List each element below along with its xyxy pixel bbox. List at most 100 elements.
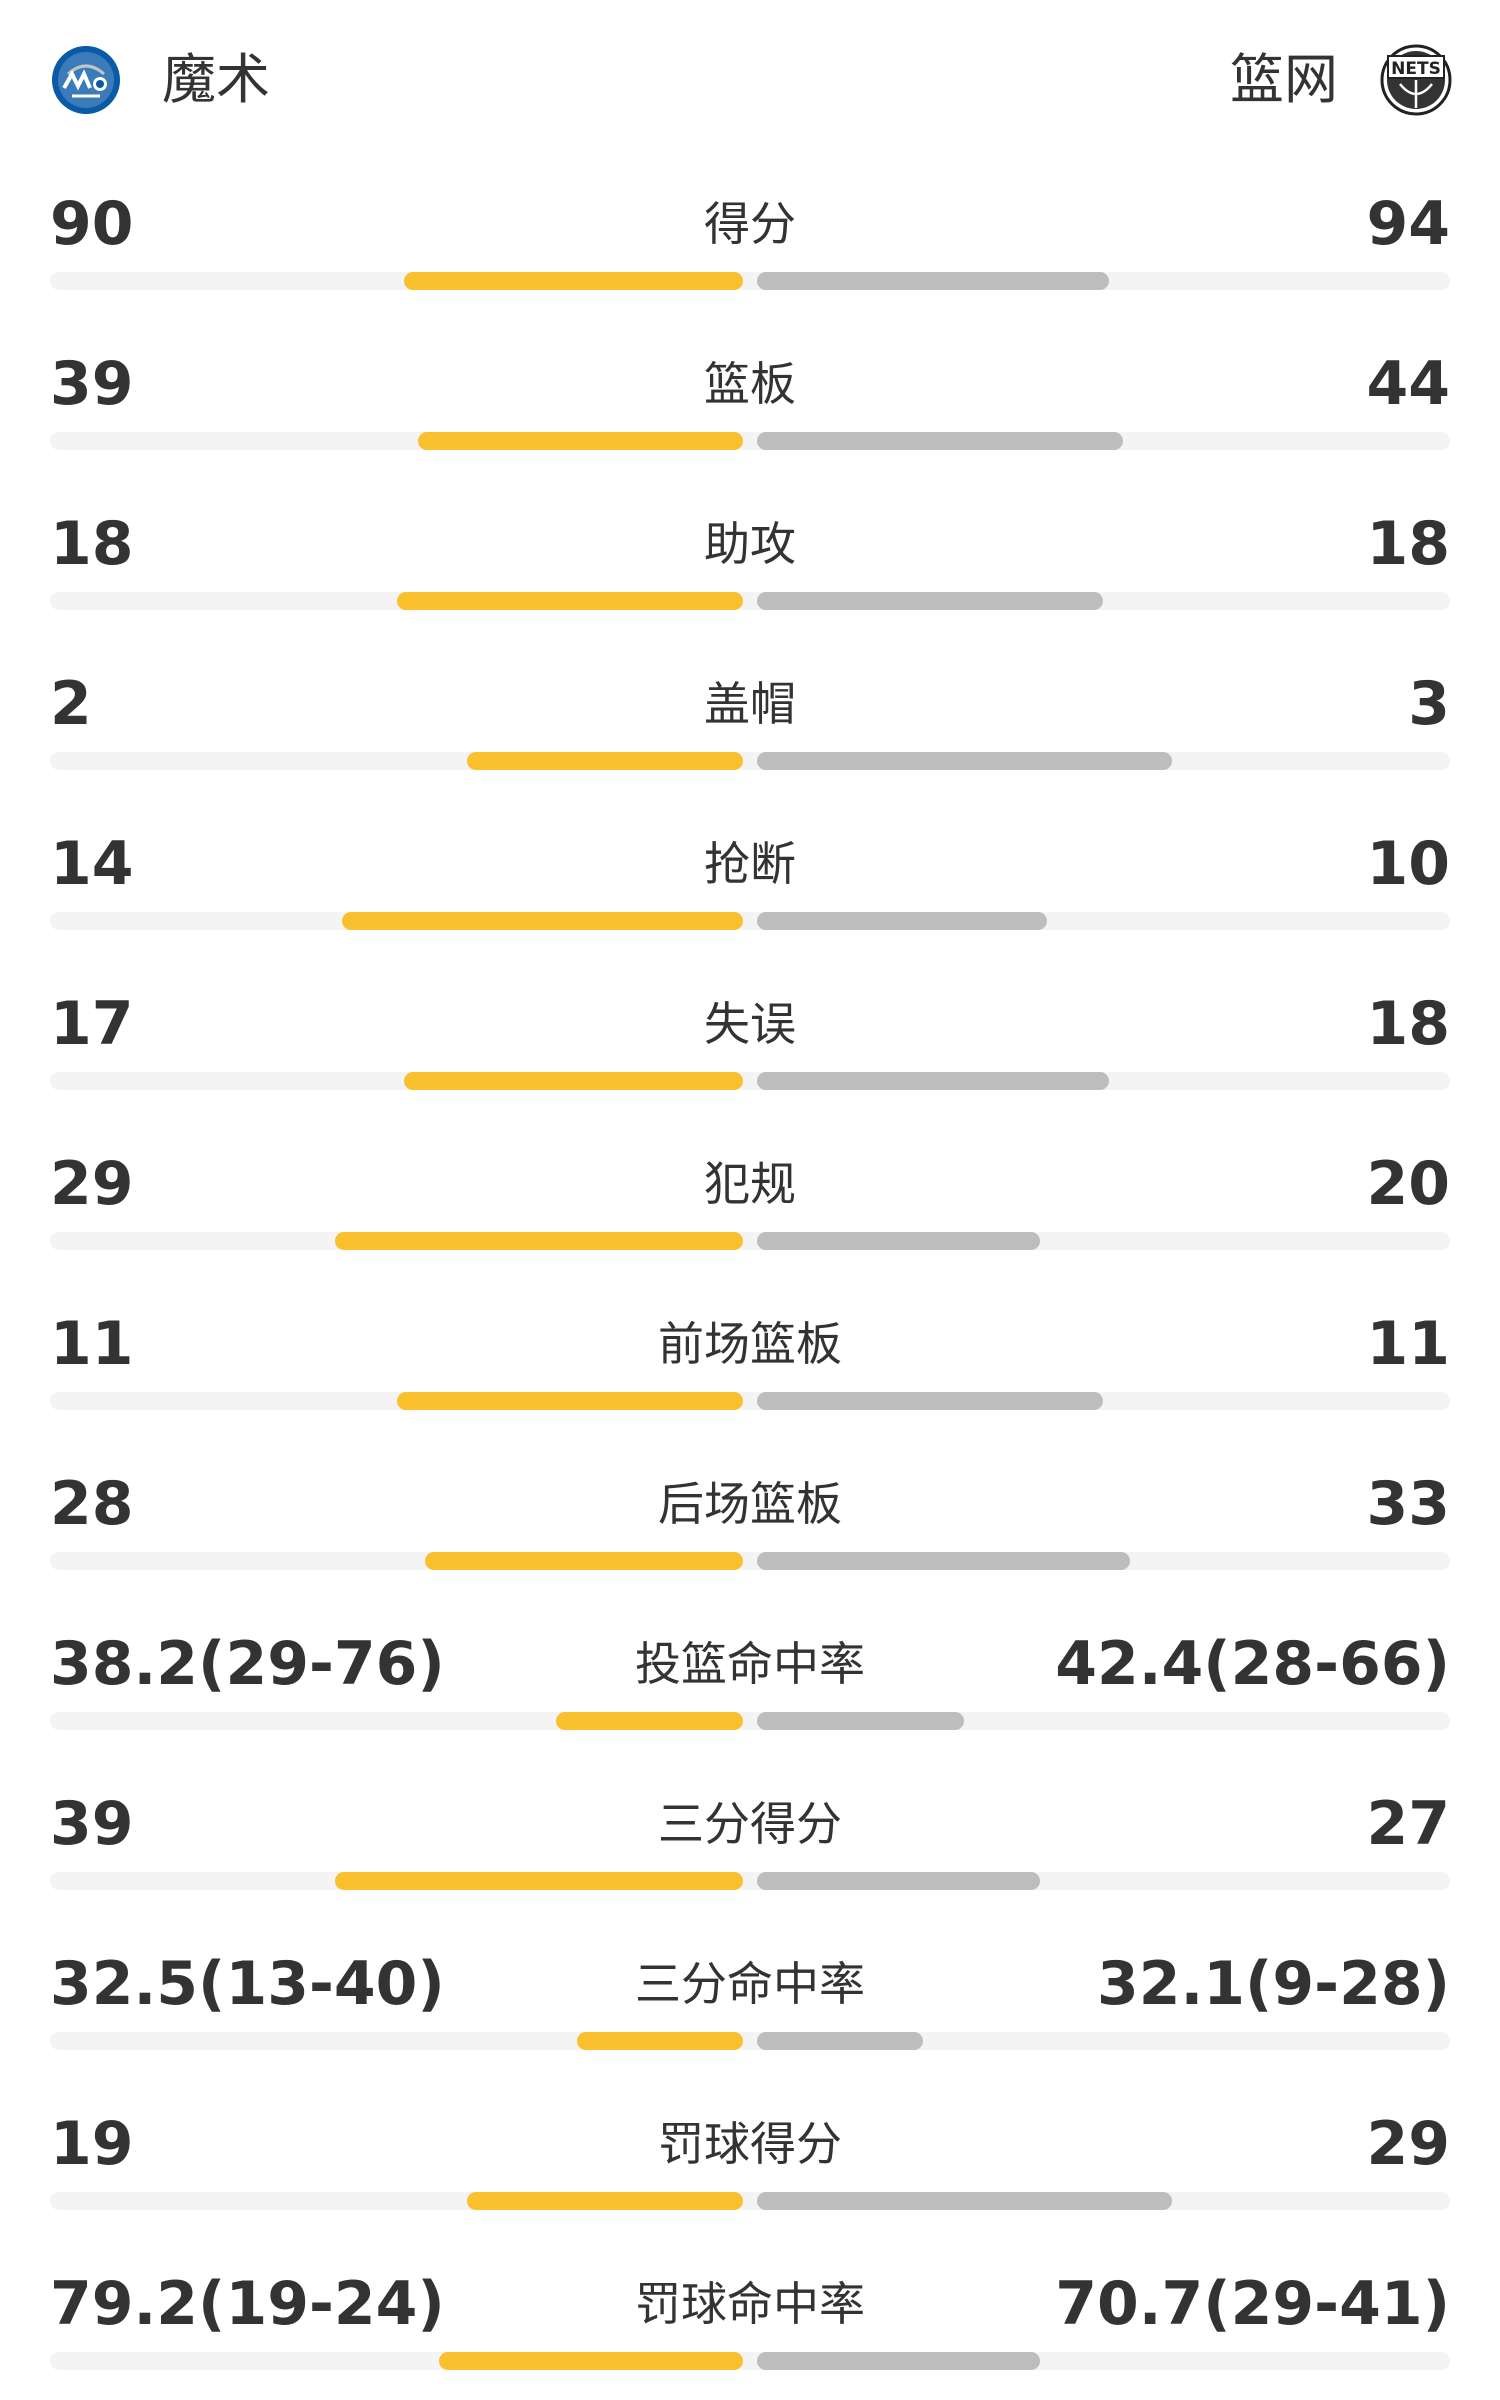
home-team-name: 魔术 — [162, 48, 270, 111]
away-stat-value: 33 — [1366, 1469, 1451, 1539]
stat-label: 三分命中率 — [635, 1957, 865, 2011]
home-stat-value: 11 — [50, 1309, 134, 1379]
away-stat-bar — [757, 1552, 1130, 1570]
stat-label: 后场篮板 — [658, 1477, 842, 1531]
brooklyn-nets-logo-icon[interactable]: NETS — [1380, 44, 1452, 116]
stat-label: 罚球得分 — [658, 2117, 842, 2171]
away-stat-value: 11 — [1366, 1309, 1451, 1379]
stat-row: 39 三分得分 27 — [0, 1760, 1500, 1920]
away-stat-value: 32.1(9-28) — [1096, 1949, 1450, 2019]
away-stat-bar — [757, 2352, 1040, 2370]
stat-bar-track — [50, 272, 1450, 290]
stat-label: 三分得分 — [658, 1797, 842, 1851]
away-stat-bar — [757, 1392, 1103, 1410]
away-stat-value: 18 — [1366, 509, 1451, 579]
away-stat-value: 10 — [1366, 829, 1451, 899]
home-stat-bar — [425, 1552, 743, 1570]
stat-row: 11 前场篮板 11 — [0, 1280, 1500, 1440]
home-stat-value: 14 — [50, 829, 134, 899]
stat-bar-track — [50, 432, 1450, 450]
stat-row: 29 犯规 20 — [0, 1120, 1500, 1280]
home-stat-bar — [404, 272, 743, 290]
stat-bar-track — [50, 1072, 1450, 1090]
stat-row: 39 篮板 44 — [0, 320, 1500, 480]
away-stat-bar — [757, 1712, 964, 1730]
away-stat-bar — [757, 2032, 923, 2050]
home-stat-value: 32.5(13-40) — [50, 1949, 445, 2019]
home-stat-bar — [556, 1712, 743, 1730]
stat-bar-track — [50, 2352, 1450, 2370]
stat-bar-track — [50, 2192, 1450, 2210]
stat-label: 失误 — [704, 997, 796, 1051]
home-stat-value: 90 — [50, 189, 134, 259]
stat-bar-track — [50, 1712, 1450, 1730]
home-stat-bar — [397, 1392, 743, 1410]
away-stat-value: 42.4(28-66) — [1055, 1629, 1450, 1699]
stat-row: 90 得分 94 — [0, 160, 1500, 320]
stat-bar-track — [50, 1872, 1450, 1890]
stat-label: 盖帽 — [704, 677, 796, 731]
stat-row: 32.5(13-40) 三分命中率 32.1(9-28) — [0, 1920, 1500, 2080]
away-stat-value: 70.7(29-41) — [1055, 2269, 1450, 2339]
stat-row: 38.2(29-76) 投篮命中率 42.4(28-66) — [0, 1600, 1500, 1760]
home-stat-bar — [397, 592, 743, 610]
away-stat-value: 94 — [1366, 189, 1451, 259]
stats-list: 90 得分 94 39 篮板 44 18 助攻 18 2 盖帽 3 14 抢断 10 17 失误 18 29 犯规 20… — [0, 160, 1500, 2400]
stat-bar-track — [50, 1552, 1450, 1570]
home-stat-bar — [467, 2192, 743, 2210]
home-stat-value: 29 — [50, 1149, 134, 1219]
home-stat-bar — [335, 1872, 743, 1890]
stat-row: 18 助攻 18 — [0, 480, 1500, 640]
stat-bar-track — [50, 1392, 1450, 1410]
home-stat-bar — [467, 752, 743, 770]
stat-label: 助攻 — [704, 517, 796, 571]
stat-bar-track — [50, 2032, 1450, 2050]
home-stat-bar — [439, 2352, 743, 2370]
away-team-name: 篮网 — [1230, 48, 1338, 111]
away-stat-bar — [757, 1232, 1040, 1250]
stat-row: 2 盖帽 3 — [0, 640, 1500, 800]
stat-label: 得分 — [704, 197, 796, 251]
away-stat-value: 27 — [1366, 1789, 1451, 1859]
team-header: 魔术 篮网 NETS — [0, 0, 1500, 160]
away-stat-value: 20 — [1366, 1149, 1451, 1219]
stat-row: 17 失误 18 — [0, 960, 1500, 1120]
away-stat-value: 3 — [1408, 669, 1450, 739]
away-stat-bar — [757, 432, 1123, 450]
home-stat-value: 39 — [50, 1789, 134, 1859]
away-stat-bar — [757, 592, 1103, 610]
stat-label: 罚球命中率 — [635, 2277, 865, 2331]
home-stat-value: 19 — [50, 2109, 134, 2179]
orlando-magic-logo-icon[interactable] — [50, 44, 122, 116]
away-stat-value: 44 — [1366, 349, 1451, 419]
home-stat-value: 38.2(29-76) — [50, 1629, 445, 1699]
away-stat-bar — [757, 912, 1047, 930]
home-stat-value: 17 — [50, 989, 134, 1059]
stat-label: 抢断 — [704, 837, 796, 891]
stat-label: 投篮命中率 — [635, 1637, 865, 1691]
home-stat-value: 39 — [50, 349, 134, 419]
stat-label: 篮板 — [704, 357, 796, 411]
stat-row: 28 后场篮板 33 — [0, 1440, 1500, 1600]
away-stat-bar — [757, 2192, 1172, 2210]
away-stat-bar — [757, 1872, 1040, 1890]
home-stat-bar — [335, 1232, 743, 1250]
home-stat-bar — [577, 2032, 743, 2050]
stat-bar-track — [50, 592, 1450, 610]
home-stat-bar — [342, 912, 743, 930]
home-stat-value: 18 — [50, 509, 134, 579]
home-stat-bar — [418, 432, 743, 450]
away-stat-bar — [757, 752, 1172, 770]
home-stat-value: 28 — [50, 1469, 134, 1539]
away-stat-value: 18 — [1366, 989, 1451, 1059]
away-stat-bar — [757, 272, 1109, 290]
away-stat-value: 29 — [1366, 2109, 1451, 2179]
away-stat-bar — [757, 1072, 1109, 1090]
stat-row: 14 抢断 10 — [0, 800, 1500, 960]
stat-bar-track — [50, 912, 1450, 930]
stat-bar-track — [50, 752, 1450, 770]
stat-label: 前场篮板 — [658, 1317, 842, 1371]
stat-row: 79.2(19-24) 罚球命中率 70.7(29-41) — [0, 2240, 1500, 2400]
stat-row: 19 罚球得分 29 — [0, 2080, 1500, 2240]
svg-text:NETS: NETS — [1391, 59, 1441, 79]
